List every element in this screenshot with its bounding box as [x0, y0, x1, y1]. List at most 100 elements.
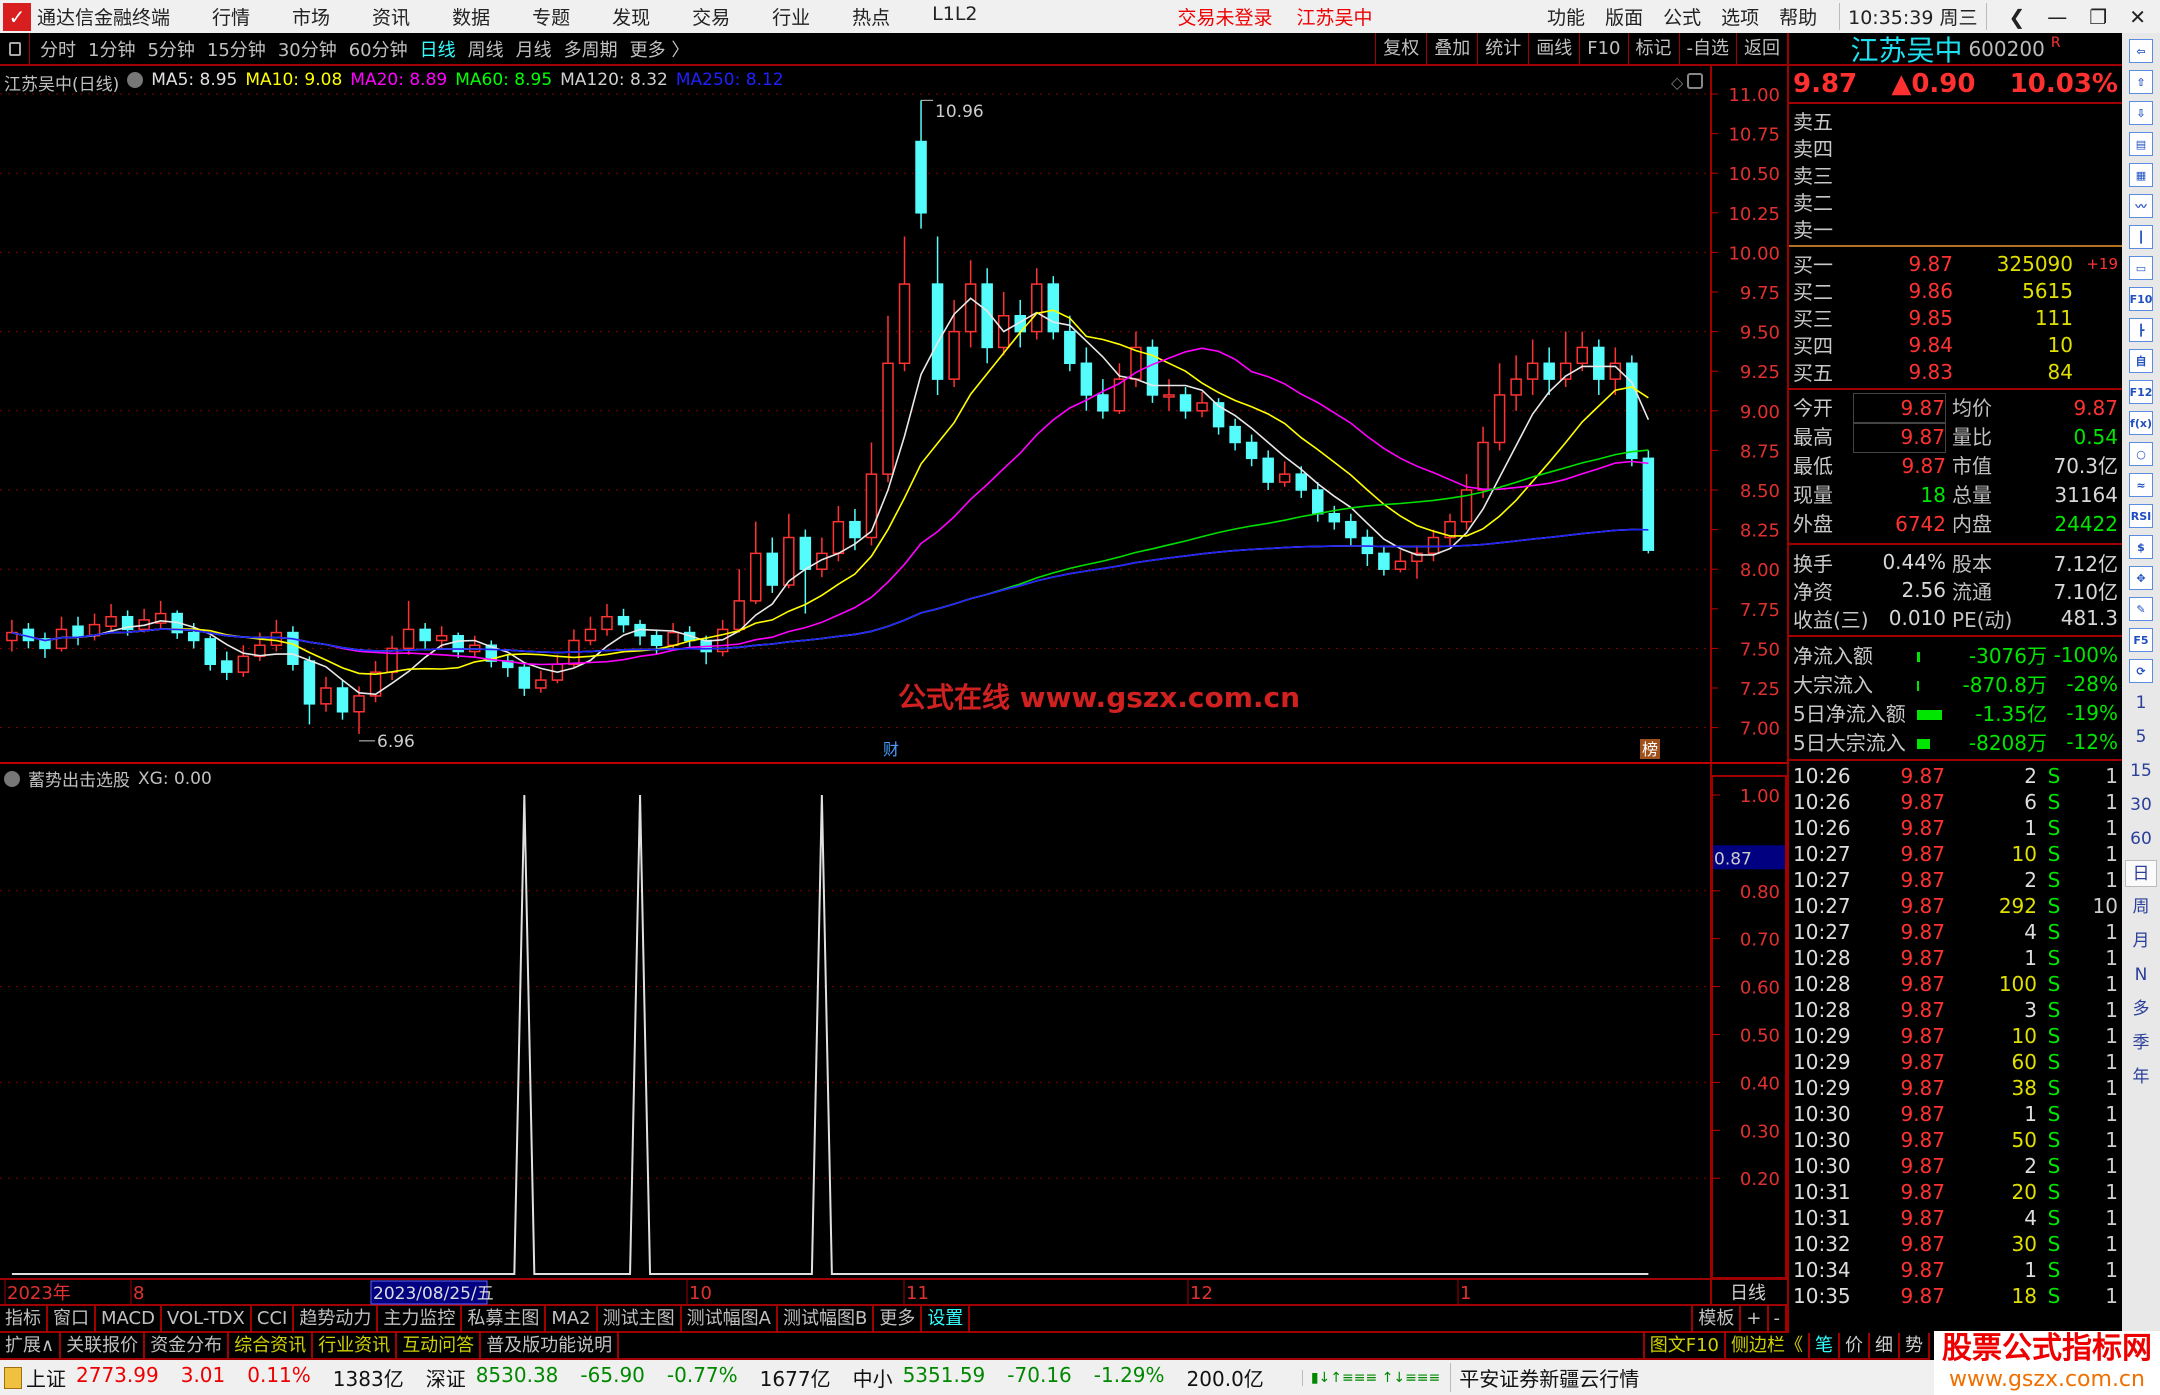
menu-item[interactable]: 数据 — [452, 7, 491, 29]
sidebar-period[interactable]: 15 — [2130, 761, 2152, 781]
toolbar-button[interactable]: 画线 — [1528, 33, 1579, 64]
sidebar-period[interactable]: 日 — [2125, 860, 2157, 887]
arrow-up-icon[interactable]: ⇧ — [2129, 70, 2153, 94]
news-icon[interactable]: 自 — [2129, 349, 2153, 373]
f5-icon[interactable]: F5 — [2129, 628, 2153, 652]
restore-button[interactable]: ❐ — [2089, 4, 2108, 29]
menu-item[interactable]: L1L2 — [932, 3, 978, 25]
close-button[interactable]: ✕ — [2129, 4, 2146, 29]
f12-icon[interactable]: F12 — [2129, 380, 2153, 404]
rsi-icon[interactable]: RSI — [2129, 504, 2153, 528]
indicator-tab[interactable]: 主力监控 — [378, 1306, 463, 1331]
toolbar-button[interactable]: 返回 — [1736, 33, 1787, 64]
index-name[interactable]: 深证 — [425, 1367, 466, 1391]
period-tab[interactable]: 5分钟 — [147, 39, 195, 61]
menu-item[interactable]: 专题 — [532, 7, 571, 29]
sidebar-period[interactable]: N — [2134, 965, 2148, 985]
period-tab[interactable]: 15分钟 — [206, 39, 266, 61]
sidebar-period[interactable]: 5 — [2135, 727, 2147, 747]
indicator-tab[interactable]: 测试幅图B — [778, 1306, 875, 1331]
toolbar-button[interactable]: F10 — [1579, 33, 1627, 64]
period-tab[interactable]: 更多 〉 — [629, 39, 690, 61]
formula-icon[interactable]: f(x) — [2129, 411, 2153, 435]
status-icon[interactable] — [4, 1366, 22, 1389]
collapse-icon[interactable] — [127, 72, 144, 88]
minimize-button[interactable]: — — [2047, 4, 2068, 29]
indicator-tab[interactable]: 设置 — [922, 1306, 971, 1331]
template-button[interactable]: - — [1769, 1306, 1787, 1331]
menu-item[interactable]: 帮助 — [1779, 7, 1818, 29]
extension-tab[interactable]: 关联报价 — [61, 1333, 146, 1358]
toolbar-button[interactable]: -自选 — [1678, 33, 1737, 64]
panel-tab[interactable]: 细 — [1870, 1333, 1900, 1358]
index-name[interactable]: 上证 — [26, 1367, 66, 1391]
menu-item[interactable]: 选项 — [1721, 7, 1760, 29]
indicator-tab[interactable]: 私募主图 — [462, 1306, 547, 1331]
indicator-tab[interactable]: 指标 — [0, 1306, 48, 1331]
extension-tab[interactable]: 互动问答 — [397, 1333, 482, 1358]
menu-item[interactable]: 公式 — [1663, 7, 1702, 29]
quote-list-icon[interactable]: ▤ — [2129, 132, 2153, 156]
panel-tab[interactable]: 价 — [1840, 1333, 1870, 1358]
indicator-tab[interactable]: 测试主图 — [598, 1306, 682, 1331]
menu-item[interactable]: 功能 — [1547, 7, 1586, 29]
grid-icon[interactable]: ▦ — [2129, 163, 2153, 187]
refresh-icon[interactable]: ⟳ — [2129, 659, 2153, 683]
arrow-down-icon[interactable]: ⇩ — [2129, 101, 2153, 125]
line-chart-icon[interactable]: 〰 — [2129, 194, 2153, 218]
panel-tab[interactable]: 笔 — [1810, 1333, 1840, 1358]
period-tab[interactable]: 60分钟 — [348, 39, 408, 61]
menu-item[interactable]: 资讯 — [372, 7, 411, 29]
template-button[interactable]: + — [1741, 1306, 1769, 1331]
menu-item[interactable]: 发现 — [612, 7, 651, 29]
period-tab[interactable]: 1分钟 — [88, 39, 136, 61]
extension-tab[interactable]: 资金分布 — [145, 1333, 230, 1358]
panel-tab[interactable]: 图文F10 — [1645, 1333, 1726, 1358]
template-button[interactable]: 模板 — [1693, 1306, 1742, 1331]
period-tab[interactable]: 月线 — [515, 39, 552, 61]
period-tab[interactable]: 多周期 — [563, 39, 618, 61]
panel-tab[interactable]: 势 — [1900, 1333, 1930, 1358]
f10-icon[interactable]: F10 — [2129, 287, 2153, 311]
menu-item[interactable]: 版面 — [1605, 7, 1644, 29]
indicator-tab[interactable]: MACD — [96, 1306, 162, 1331]
sidebar-period[interactable]: 1 — [2135, 693, 2147, 713]
indicator-tab[interactable]: MA2 — [546, 1306, 598, 1331]
collapse-icon[interactable] — [4, 770, 20, 787]
menu-item[interactable]: 行情 — [212, 7, 251, 29]
indicator-tab[interactable]: 测试幅图A — [682, 1306, 778, 1331]
kline-chart[interactable]: 11.0010.7510.5010.2510.009.759.509.259.0… — [0, 66, 1787, 1306]
sidebar-period[interactable]: 季 — [2132, 1033, 2150, 1053]
candle-icon[interactable]: ┃ — [2129, 225, 2153, 249]
back-icon[interactable]: ❮ — [2008, 4, 2026, 29]
sidebar-period[interactable]: 60 — [2130, 829, 2152, 849]
wave-icon[interactable]: ≈ — [2129, 473, 2153, 497]
indicator-tab[interactable]: VOL-TDX — [162, 1306, 252, 1331]
indicator-tab[interactable]: CCI — [252, 1306, 295, 1331]
menu-item[interactable]: 热点 — [852, 7, 891, 29]
extension-tab[interactable]: 综合资讯 — [229, 1333, 314, 1358]
window-icon[interactable]: ▭ — [2129, 256, 2153, 280]
bid-row[interactable]: 买二 9.86 5615 — [1789, 277, 2122, 305]
index-name[interactable]: 中小 — [852, 1367, 893, 1391]
bid-row[interactable]: 买一 9.87 325090 +19 — [1789, 250, 2122, 278]
bid-row[interactable]: 买四 9.84 10 — [1789, 331, 2122, 359]
panel-toggle-icon[interactable] — [0, 33, 30, 64]
market-breadth-icon[interactable]: ▮↓↑≡≡≡ ↑↓≡≡≡ — [1301, 1369, 1440, 1386]
sidebar-period[interactable]: 周 — [2132, 897, 2150, 917]
period-tab[interactable]: 分时 — [40, 39, 76, 61]
toolbar-button[interactable]: 复权 — [1375, 33, 1426, 64]
menu-item[interactable]: 行业 — [772, 7, 811, 29]
toolbar-button[interactable]: 统计 — [1477, 33, 1528, 64]
panel-tab[interactable]: 侧边栏《 — [1726, 1333, 1810, 1358]
toolbar-button[interactable]: 叠加 — [1426, 33, 1477, 64]
period-tab[interactable]: 周线 — [467, 39, 504, 61]
bid-row[interactable]: 买五 9.83 84 — [1789, 358, 2122, 386]
sidebar-period[interactable]: 多 — [2132, 999, 2150, 1019]
menu-item[interactable]: 市场 — [292, 7, 331, 29]
extension-tab[interactable]: 扩展∧ — [0, 1333, 62, 1358]
indicator-tab[interactable]: 更多 — [874, 1306, 923, 1331]
circle-icon[interactable]: ○ — [2129, 442, 2153, 466]
arrow-left-icon[interactable]: ⇦ — [2129, 39, 2153, 63]
period-tab[interactable]: 日线 — [419, 39, 456, 61]
